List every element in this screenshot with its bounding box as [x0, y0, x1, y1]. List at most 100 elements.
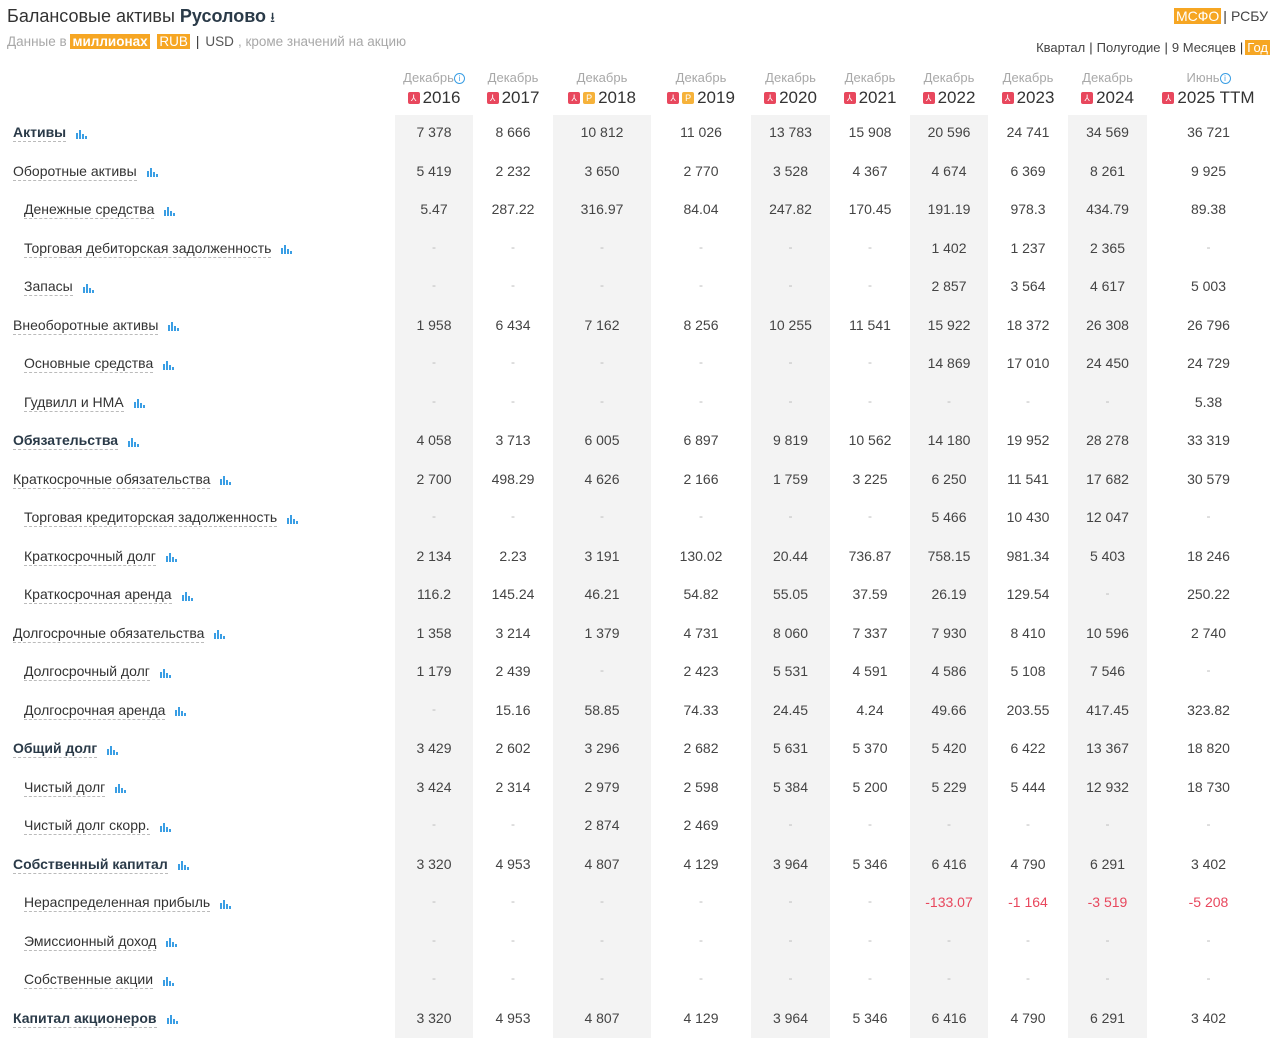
chart-icon[interactable] — [76, 128, 88, 139]
row-label[interactable]: Торговая дебиторская задолженность — [24, 240, 293, 258]
column-year: ⅄ P 2019 — [651, 88, 751, 108]
column-header[interactable]: Декабрь ⅄ 2024 — [1068, 70, 1147, 108]
standard-ras[interactable]: РСБУ — [1230, 8, 1268, 24]
cell-value: 14 869 — [927, 355, 971, 371]
row-label[interactable]: Собственный капитал — [13, 856, 189, 874]
row-label[interactable]: Долгосрочная аренда — [24, 702, 187, 720]
cell-value: 3 320 — [416, 1009, 452, 1026]
pdf-report-icon[interactable]: ⅄ — [922, 92, 935, 104]
row-label[interactable]: Обязательства — [13, 432, 140, 450]
currency-usd[interactable]: USD — [205, 34, 234, 49]
row-label[interactable]: Долгосрочный долг — [24, 663, 171, 681]
pdf-report-icon[interactable]: ⅄ — [667, 92, 680, 104]
row-label[interactable]: Запасы — [24, 278, 94, 296]
column-header[interactable]: Декабрь i ⅄ 2016 — [395, 70, 473, 108]
pdf-report-icon[interactable]: ⅄ — [1001, 92, 1014, 104]
chart-icon[interactable] — [214, 628, 226, 639]
row-label[interactable]: Торговая кредиторская задолженность — [24, 509, 299, 527]
cell-value: 5 444 — [1010, 778, 1046, 795]
column-header[interactable]: Декабрь ⅄ P 2018 — [553, 70, 651, 108]
standard-ifrs[interactable]: МСФО — [1173, 8, 1222, 24]
chart-icon[interactable] — [281, 243, 293, 254]
chart-icon[interactable] — [177, 859, 189, 870]
row-label[interactable]: Нераспределенная прибыль — [24, 894, 232, 912]
chart-icon[interactable] — [168, 320, 180, 331]
pdf-report-icon[interactable]: ⅄ — [486, 92, 499, 104]
chart-icon[interactable] — [164, 205, 176, 216]
chart-icon[interactable] — [165, 551, 177, 562]
chart-icon[interactable] — [82, 282, 94, 293]
row-label[interactable]: Оборотные активы — [13, 163, 158, 181]
cell-value: 758.15 — [927, 547, 971, 564]
cell-value: - — [868, 894, 872, 908]
period-year[interactable]: Год — [1245, 40, 1270, 55]
column-header[interactable]: Июнь i ⅄ 2025 TTM — [1147, 70, 1270, 108]
column-header[interactable]: Декабрь ⅄ P 2019 — [651, 70, 751, 108]
row-label[interactable]: Чистый долг — [24, 779, 127, 797]
ras-report-icon[interactable]: P — [583, 92, 596, 104]
cell-value: 2.23 — [499, 547, 527, 564]
chart-icon[interactable] — [133, 397, 145, 408]
row-label[interactable]: Краткосрочный долг — [24, 548, 177, 566]
pdf-report-icon[interactable]: ⅄ — [568, 92, 581, 104]
info-icon[interactable]: i — [453, 73, 465, 84]
row-label[interactable]: Основные средства — [24, 355, 175, 373]
chart-icon[interactable] — [163, 359, 175, 370]
chart-icon[interactable] — [220, 898, 232, 909]
chart-icon[interactable] — [128, 436, 140, 447]
row-label[interactable]: Краткосрочная аренда — [24, 586, 193, 604]
column-header[interactable]: Декабрь ⅄ 2023 — [988, 70, 1068, 108]
ras-report-icon[interactable]: P — [682, 92, 695, 104]
chart-icon[interactable] — [163, 975, 175, 986]
currency-rub[interactable]: RUB — [157, 34, 190, 49]
chart-icon[interactable] — [115, 782, 127, 793]
row-label[interactable]: Гудвилл и НМА — [24, 394, 145, 412]
table-row: Активы 7 378 8 666 10 812 11 026 13 783 15 908… — [0, 124, 1280, 162]
row-label[interactable]: Чистый долг скорр. — [24, 817, 171, 835]
row-label[interactable]: Собственные акции — [24, 971, 175, 989]
chart-icon[interactable] — [107, 744, 119, 755]
period-9m[interactable]: 9 Месяцев — [1171, 40, 1236, 55]
cell-value: 7 930 — [931, 624, 967, 641]
column-header[interactable]: Декабрь ⅄ 2017 — [473, 70, 553, 108]
chart-icon[interactable] — [159, 667, 171, 678]
cell-value: 3 214 — [495, 624, 531, 641]
row-label[interactable]: Эмиссионный доход — [24, 933, 178, 951]
chart-icon[interactable] — [287, 513, 299, 524]
row-label[interactable]: Активы — [13, 124, 88, 142]
cell-value: 11 026 — [680, 124, 722, 140]
chart-icon[interactable] — [159, 821, 171, 832]
chart-icon[interactable] — [146, 166, 158, 177]
chart-icon[interactable] — [220, 474, 232, 485]
cell-value: 14 180 — [927, 432, 971, 448]
row-label[interactable]: Капитал акционеров — [13, 1010, 178, 1028]
row-label[interactable]: Долгосрочные обязательства — [13, 625, 226, 643]
chart-icon[interactable] — [181, 590, 193, 601]
row-label-text: Нераспределенная прибыль — [24, 894, 211, 912]
units-selector[interactable]: миллионах — [70, 34, 150, 49]
month-label: Декабрь — [765, 70, 816, 85]
row-label[interactable]: Общий долг — [13, 740, 119, 758]
pdf-report-icon[interactable]: ⅄ — [1081, 92, 1094, 104]
pdf-report-icon[interactable]: ⅄ — [764, 92, 777, 104]
pdf-report-icon[interactable]: ⅄ — [407, 92, 420, 104]
column-header[interactable]: Декабрь ⅄ 2022 — [910, 70, 988, 108]
chart-icon[interactable] — [166, 936, 178, 947]
column-header[interactable]: Декабрь ⅄ 2020 — [751, 70, 830, 108]
download-icon[interactable]: ⭳ — [270, 9, 275, 25]
cell-value: - — [511, 894, 515, 908]
row-label[interactable]: Краткосрочные обязательства — [13, 471, 232, 489]
cell-value: - — [432, 971, 436, 985]
row-label[interactable]: Денежные средства — [24, 201, 176, 219]
row-label-text: Краткосрочная аренда — [24, 586, 172, 604]
pdf-report-icon[interactable]: ⅄ — [843, 92, 856, 104]
table-row: Чистый долг 3 424 2 314 2 979 2 598 5 384 5 20… — [0, 779, 1280, 817]
chart-icon[interactable] — [166, 1013, 178, 1024]
period-quarter[interactable]: Квартал — [1036, 40, 1086, 55]
pdf-report-icon[interactable]: ⅄ — [1162, 92, 1175, 104]
info-icon[interactable]: i — [1219, 73, 1231, 84]
column-header[interactable]: Декабрь ⅄ 2021 — [830, 70, 910, 108]
period-half[interactable]: Полугодие — [1096, 40, 1161, 55]
row-label[interactable]: Внеоборотные активы — [13, 317, 180, 335]
chart-icon[interactable] — [175, 705, 187, 716]
